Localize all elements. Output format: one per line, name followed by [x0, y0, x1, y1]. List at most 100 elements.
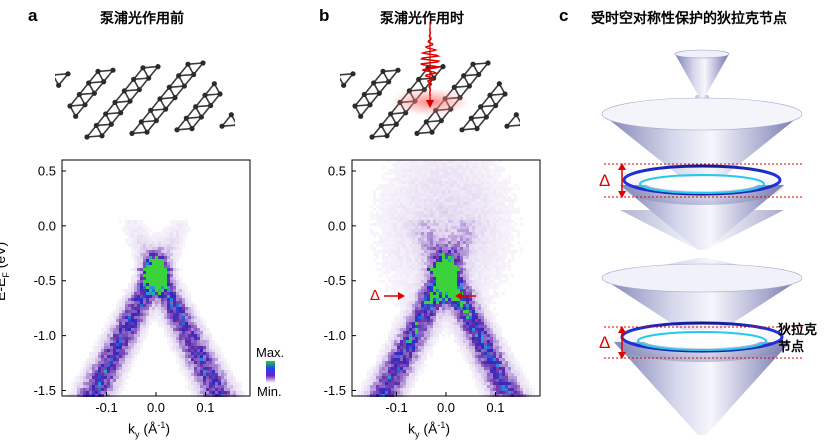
intensity-cell — [200, 340, 203, 343]
intensity-cell — [514, 184, 517, 187]
intensity-cell — [140, 268, 143, 271]
intensity-cell — [466, 328, 469, 331]
intensity-cell — [128, 361, 131, 364]
x-tick-label: 0.0 — [147, 400, 165, 415]
intensity-cell — [445, 310, 448, 313]
intensity-cell — [412, 349, 415, 352]
intensity-cell — [370, 385, 373, 388]
intensity-cell — [430, 304, 433, 307]
intensity-cell — [424, 310, 427, 313]
intensity-cell — [122, 313, 125, 316]
intensity-cell — [212, 373, 215, 376]
intensity-cell — [439, 184, 442, 187]
intensity-cell — [508, 229, 511, 232]
intensity-cell — [418, 211, 421, 214]
intensity-cell — [397, 304, 400, 307]
intensity-cell — [215, 382, 218, 385]
intensity-cell — [502, 358, 505, 361]
carbon-atom — [476, 71, 482, 78]
carbon-atom — [118, 110, 124, 116]
intensity-cell — [403, 190, 406, 193]
intensity-cell — [403, 226, 406, 229]
arpes-spectrum-b: 0.50.0-0.5-1.0-1.5-0.1 0.0 0.1 — [324, 159, 541, 415]
intensity-cell — [430, 226, 433, 229]
intensity-cell — [418, 340, 421, 343]
intensity-cell — [176, 307, 179, 310]
intensity-cell — [448, 211, 451, 214]
intensity-cell — [140, 277, 143, 280]
intensity-cell — [442, 310, 445, 313]
intensity-cell — [457, 247, 460, 250]
intensity-cell — [502, 187, 505, 190]
intensity-cell — [382, 358, 385, 361]
intensity-cell — [406, 325, 409, 328]
intensity-cell — [418, 193, 421, 196]
intensity-cell — [457, 322, 460, 325]
intensity-cell — [400, 340, 403, 343]
intensity-cell — [421, 205, 424, 208]
intensity-cell — [122, 361, 125, 364]
intensity-cell — [394, 214, 397, 217]
intensity-cell — [451, 160, 454, 163]
intensity-cell — [397, 250, 400, 253]
intensity-cell — [418, 190, 421, 193]
intensity-cell — [499, 337, 502, 340]
intensity-cell — [457, 217, 460, 220]
intensity-cell — [212, 388, 215, 391]
intensity-cell — [496, 202, 499, 205]
intensity-cell — [158, 289, 161, 292]
intensity-cell — [478, 301, 481, 304]
intensity-cell — [457, 229, 460, 232]
intensity-cell — [496, 364, 499, 367]
intensity-cell — [122, 316, 125, 319]
intensity-cell — [125, 340, 128, 343]
intensity-cell — [421, 214, 424, 217]
intensity-cell — [143, 247, 146, 250]
intensity-cell — [466, 352, 469, 355]
intensity-cell — [418, 253, 421, 256]
intensity-cell — [454, 259, 457, 262]
intensity-cell — [502, 238, 505, 241]
intensity-cell — [182, 346, 185, 349]
intensity-cell — [107, 352, 110, 355]
intensity-cell — [209, 343, 212, 346]
intensity-cell — [170, 244, 173, 247]
intensity-cell — [197, 328, 200, 331]
intensity-cell — [152, 238, 155, 241]
intensity-cell — [532, 391, 535, 394]
intensity-cell — [164, 241, 167, 244]
intensity-cell — [131, 274, 134, 277]
intensity-cell — [146, 289, 149, 292]
intensity-cell — [215, 355, 218, 358]
intensity-cell — [101, 346, 104, 349]
intensity-cell — [472, 256, 475, 259]
intensity-cell — [137, 313, 140, 316]
intensity-cell — [502, 178, 505, 181]
intensity-cell — [140, 340, 143, 343]
intensity-cell — [490, 178, 493, 181]
intensity-cell — [460, 289, 463, 292]
intensity-cell — [182, 325, 185, 328]
intensity-cell — [442, 304, 445, 307]
intensity-cell — [460, 286, 463, 289]
intensity-cell — [487, 301, 490, 304]
intensity-cell — [101, 331, 104, 334]
carbon-atom — [234, 123, 235, 127]
intensity-cell — [394, 319, 397, 322]
intensity-cell — [499, 226, 502, 229]
intensity-cell — [448, 280, 451, 283]
intensity-cell — [400, 313, 403, 316]
intensity-cell — [185, 364, 188, 367]
intensity-cell — [104, 385, 107, 388]
intensity-cell — [478, 313, 481, 316]
intensity-cell — [415, 349, 418, 352]
intensity-cell — [391, 220, 394, 223]
intensity-cell — [460, 310, 463, 313]
intensity-cell — [131, 268, 134, 271]
intensity-cell — [113, 379, 116, 382]
intensity-cell — [442, 262, 445, 265]
intensity-cell — [176, 256, 179, 259]
intensity-cell — [89, 388, 92, 391]
intensity-cell — [508, 355, 511, 358]
intensity-cell — [128, 367, 131, 370]
